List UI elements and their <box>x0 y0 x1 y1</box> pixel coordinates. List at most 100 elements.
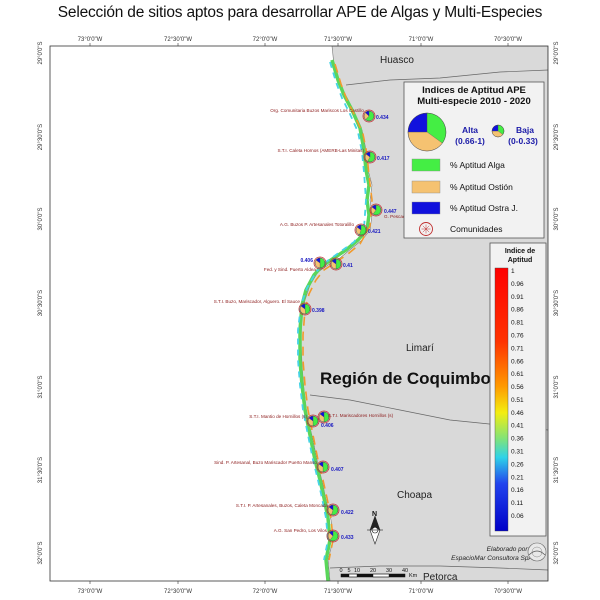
lon-tick-label-bottom: 73°0'0"W <box>78 589 103 595</box>
map-frame <box>49 45 549 582</box>
site-pie-chart <box>363 110 375 122</box>
site-pie-chart <box>318 411 330 423</box>
lon-tick-label-top: 71°30'0"W <box>324 37 352 43</box>
site-marker: S.T.I. Buzo, Mariscador, Alguero. El Sau… <box>214 299 325 316</box>
colorbar-title-line1: Indice de <box>505 248 535 255</box>
site-name-label: A.G. Buzos P. Artesanales Totoralillo <box>280 222 355 227</box>
colorbar-tick-label: 0.66 <box>511 358 524 365</box>
region-label-huasco: Huasco <box>380 55 414 66</box>
legend-pie-small-chart <box>491 124 505 138</box>
site-index-value: 0.421 <box>368 229 381 235</box>
latitude-ticks-right: 29°0'0"S 29°30'0"S 30°0'0"S 30°30'0"S 31°0'0… <box>554 41 560 564</box>
site-index-value: 0.417 <box>377 156 390 162</box>
credit-line2: EspacioMar Consultora SpA <box>451 555 533 562</box>
scale-label: 5 <box>347 568 350 574</box>
site-name-label: S.T.I. P. Artesanales, Buzos, Caleta Mon… <box>236 503 329 508</box>
colorbar-tick-label: 0.71 <box>511 345 524 352</box>
lon-tick-label-bottom: 71°30'0"W <box>324 589 352 595</box>
scale-label: 30 <box>386 568 392 574</box>
scale-label: 10 <box>354 568 360 574</box>
credit-line1: Elaborado por: <box>487 546 530 553</box>
lon-tick-label-top: 72°0'0"W <box>253 37 278 43</box>
colorbar-tick-label: 0.16 <box>511 487 524 494</box>
site-marker: S.T.I. Mantio de Hornillos (s) 0.406 <box>249 414 333 429</box>
scale-label: 20 <box>370 568 376 574</box>
colorbar-tick-label: 0.31 <box>511 449 524 456</box>
scale-unit: Km <box>409 573 418 579</box>
longitude-ticks-bottom: 73°0'0"W 72°30'0"W 72°0'0"W 71°30'0"W 71°0'0… <box>78 581 522 595</box>
legend-item: % Aptitud Ostión <box>411 180 513 194</box>
colorbar-tick-label: 0.86 <box>511 307 524 314</box>
region-label-limari: Limarí <box>406 343 434 354</box>
site-marker: S.T.I. Caleta Hornos (AMERB-Las Minitas)… <box>277 148 390 164</box>
lat-tick-label-left: 29°30'0"S <box>38 124 44 150</box>
site-pie-chart <box>307 415 319 427</box>
legend-alta-range: (0.66-1) <box>455 136 485 146</box>
colorbar-tick-label: 0.06 <box>511 513 524 520</box>
legend-title-line2: Multi-especie 2010 - 2020 <box>417 96 531 107</box>
scale-label: 40 <box>402 568 408 574</box>
site-marker: Fed. y Sind. Puerto Aldea 0.406 <box>264 256 327 272</box>
lon-tick-label-bottom: 72°30'0"W <box>164 589 192 595</box>
boundary-huasco <box>345 69 548 86</box>
legend-swatch <box>411 158 441 172</box>
site-pie-chart <box>314 257 326 269</box>
site-name-label: A.G. San Pedro, Los Vilos <box>274 528 328 533</box>
north-label: N <box>372 511 377 518</box>
lon-tick-label-top: 72°30'0"W <box>164 37 192 43</box>
north-arrow-icon <box>367 515 383 545</box>
legend-item: % Aptitud Alga <box>411 158 505 172</box>
community-symbol-icon <box>419 222 433 236</box>
site-index-value: 0.434 <box>376 115 389 121</box>
boundary-petorca <box>329 565 548 571</box>
lat-tick-label-right: 32°0'0"S <box>554 541 560 564</box>
legend-title-line1: Indices de Aptitud APE <box>422 85 526 96</box>
lon-tick-label-top: 71°0'0"W <box>409 37 434 43</box>
region-label-coquimbo: Región de Coquimbo <box>320 369 491 388</box>
site-index-value: 0.406 <box>321 423 334 429</box>
legend: Indices de Aptitud APE Multi-especie 201… <box>403 81 545 239</box>
legend-item-label: Comunidades <box>450 224 502 234</box>
legend-item-label: % Aptitud Ostión <box>450 182 513 192</box>
colorbar-tick-label: 0.21 <box>511 474 524 481</box>
lat-tick-label-left: 31°30'0"S <box>38 457 44 483</box>
colorbar-tick-label: 0.91 <box>511 294 524 301</box>
site-name-label: Org. Comunitaria Buzos Mariscos Los Cast… <box>270 108 364 113</box>
site-pie-chart <box>364 151 376 163</box>
lon-tick-label-top: 70°30'0"W <box>494 37 522 43</box>
site-name-label: S.T.I. Caleta Hornos (AMERB-Las Minitas) <box>277 148 364 153</box>
site-pie-chart <box>327 504 339 516</box>
site-pie-chart <box>299 303 311 315</box>
colorbar-tick-label: 0.46 <box>511 410 524 417</box>
colorbar-tick-label: 0.36 <box>511 436 524 443</box>
lat-tick-label-right: 31°30'0"S <box>554 457 560 483</box>
colorbar-tick-label: 0.96 <box>511 281 524 288</box>
site-marker: A.G. Buzos P. Artesanales Totoralillo 0.4… <box>280 222 381 237</box>
site-marker: S.T.I. P. Artesanales, Buzos, Caleta Mon… <box>236 503 354 517</box>
site-index-value: 0.447 <box>384 209 397 215</box>
colorbar-title-line2: Aptitud <box>508 257 533 264</box>
site-marker: S.T.I. Mariscadores Hornillos (s) <box>317 410 394 424</box>
legend-swatch <box>411 180 441 194</box>
coastal-aptitude-band-orange <box>302 63 373 561</box>
site-index-value: 0.406 <box>300 258 313 264</box>
site-pie-chart <box>317 461 329 473</box>
lat-tick-label-left: 29°0'0"S <box>38 41 44 64</box>
lat-tick-label-right: 30°30'0"S <box>554 290 560 316</box>
site-name-label: Sind. P. Artesanal, Buzo Mariscador Puer… <box>214 460 317 465</box>
lat-tick-label-left: 31°0'0"S <box>38 375 44 398</box>
lon-tick-label-bottom: 70°30'0"W <box>494 589 522 595</box>
colorbar-tick-label: 0.61 <box>511 371 524 378</box>
legend-item-label: % Aptitud Alga <box>450 160 505 170</box>
site-pie-chart <box>355 224 367 236</box>
colorbar-tick-label: 0.51 <box>511 397 524 404</box>
lon-tick-label-bottom: 72°0'0"W <box>253 589 278 595</box>
lat-tick-label-left: 30°0'0"S <box>38 207 44 230</box>
site-index-value: 0.407 <box>331 467 344 473</box>
site-pie-chart <box>327 530 339 542</box>
site-markers: Org. Comunitaria Buzos Mariscos Los Cast… <box>214 108 415 543</box>
site-marker: 0.41 <box>329 257 353 271</box>
